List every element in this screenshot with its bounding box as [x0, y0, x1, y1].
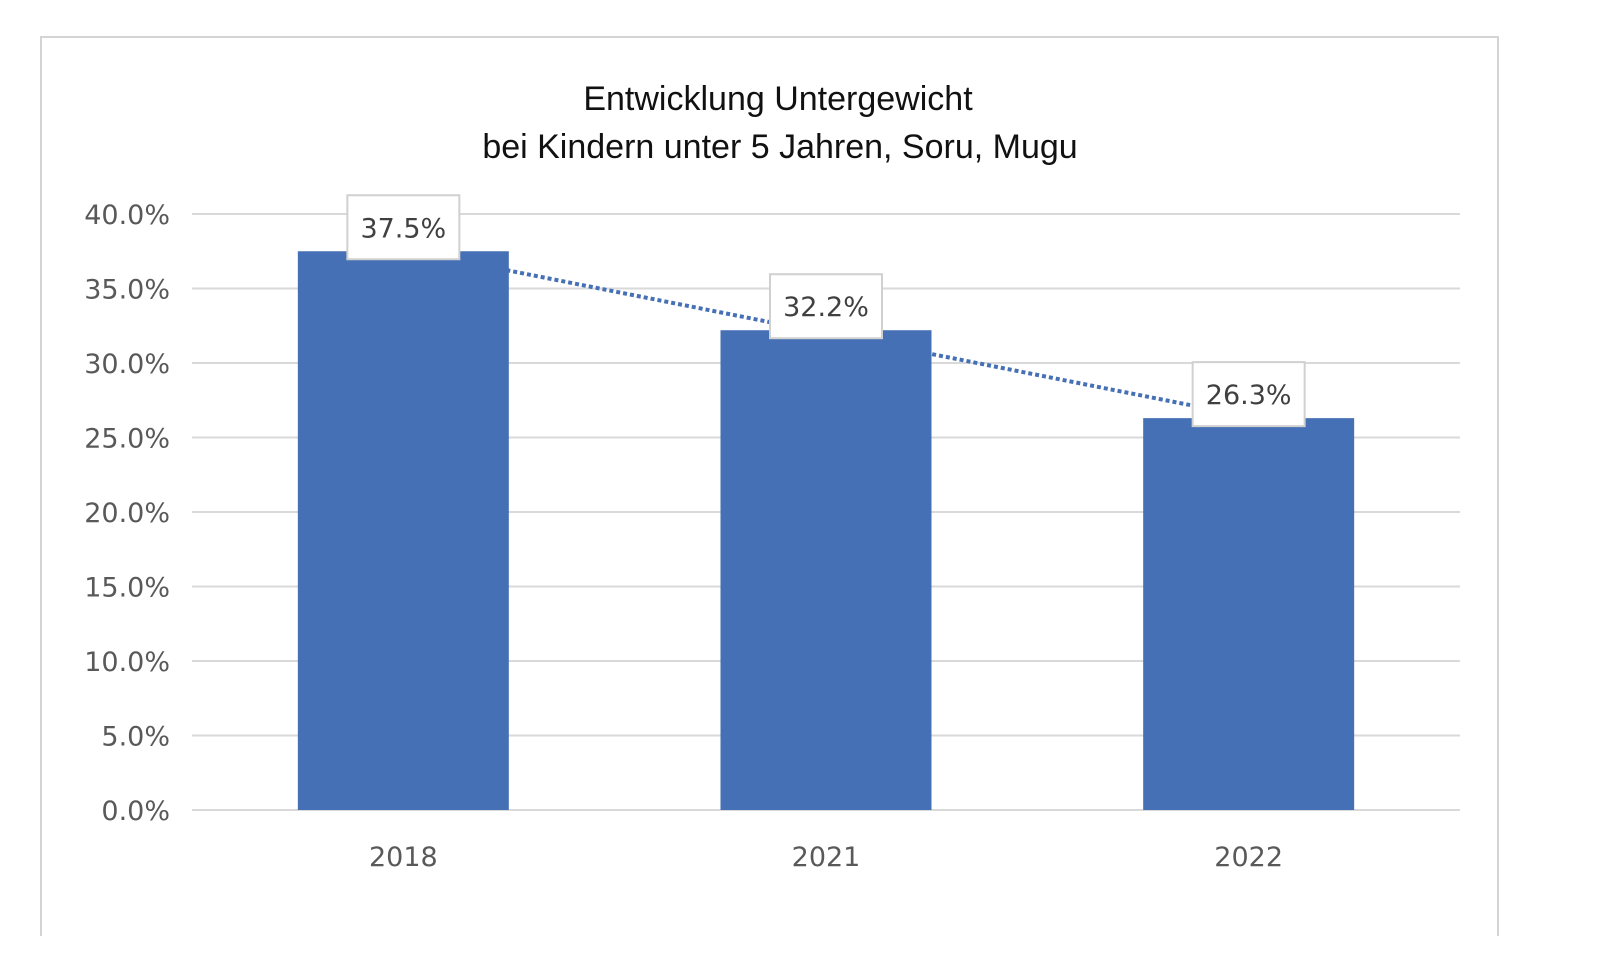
- y-tick-label: 5.0%: [101, 722, 170, 753]
- y-axis-tick-labels: 0.0% 5.0% 10.0% 15.0% 20.0% 25.0% 30.0% 35.0% 40…: [84, 200, 170, 827]
- data-label-box: [769, 273, 883, 340]
- data-label-2022: 26.3%: [1191, 361, 1306, 428]
- x-category-label: 2021: [792, 842, 861, 873]
- x-category-label: 2022: [1214, 842, 1283, 873]
- data-labels: 37.5% 32.2% 26.3%: [346, 194, 1306, 428]
- chart-frame: [40, 36, 1499, 936]
- bars: [297, 251, 1355, 810]
- bar-2021: [720, 330, 932, 810]
- y-tick-label: 40.0%: [84, 200, 170, 231]
- data-label-2021: 32.2%: [769, 273, 883, 340]
- y-tick-label: 15.0%: [84, 573, 170, 604]
- data-label-text: 32.2%: [783, 292, 869, 323]
- y-tick-label: 0.0%: [101, 796, 170, 827]
- x-axis-category-labels: 2018 2021 2022: [369, 842, 1283, 873]
- y-tick-label: 20.0%: [84, 498, 170, 529]
- y-tick-label: 30.0%: [84, 349, 170, 380]
- chart-title: Entwicklung Untergewicht bei Kindern unt…: [482, 80, 1077, 166]
- y-tick-label: 25.0%: [84, 424, 170, 455]
- data-label-box: [1191, 361, 1306, 428]
- data-label-box: [346, 194, 461, 261]
- bar-2022: [1143, 418, 1355, 810]
- data-label-text: 37.5%: [360, 213, 446, 244]
- bar-2018: [297, 251, 509, 810]
- y-tick-label: 10.0%: [84, 647, 170, 678]
- data-label-2018: 37.5%: [346, 194, 461, 261]
- chart-title-line-2: bei Kindern unter 5 Jahren, Soru, Mugu: [482, 128, 1077, 166]
- chart-title-line-1: Entwicklung Untergewicht: [583, 80, 973, 118]
- x-category-label: 2018: [369, 842, 438, 873]
- data-label-text: 26.3%: [1206, 380, 1292, 411]
- y-tick-label: 35.0%: [84, 275, 170, 306]
